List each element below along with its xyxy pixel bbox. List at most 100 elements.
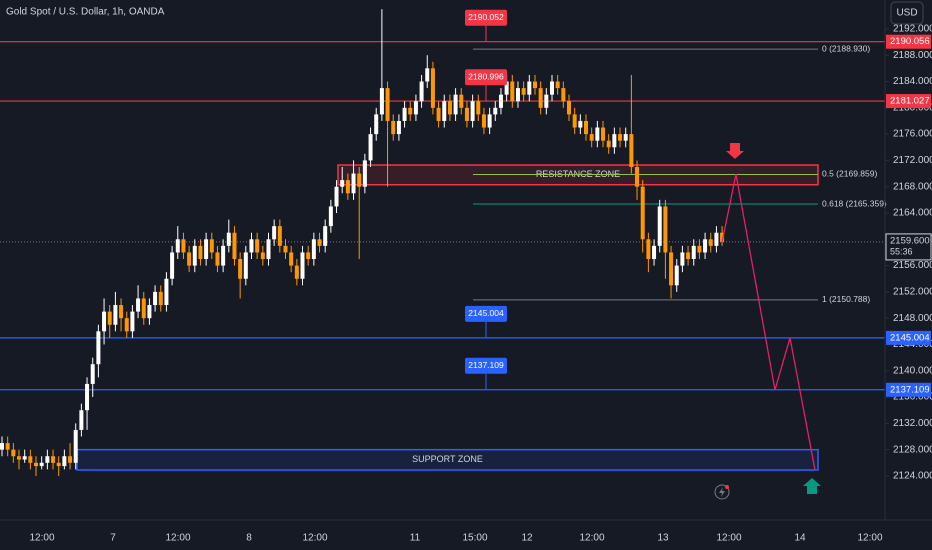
currency-label: USD — [896, 8, 917, 19]
callout-box — [465, 69, 507, 86]
candle-body — [311, 239, 316, 260]
up-arrow — [803, 478, 821, 494]
candle-body — [328, 206, 333, 227]
candle-body — [379, 88, 384, 115]
candle-body — [481, 114, 486, 128]
candle-body — [45, 456, 50, 463]
candle-body — [136, 298, 141, 312]
candle-body — [532, 81, 537, 89]
y-tick-label: 2184.000 — [893, 76, 932, 87]
candle-body — [22, 456, 27, 460]
countdown-label: 55:36 — [890, 246, 913, 256]
candle-body — [476, 101, 481, 115]
candle-body — [85, 383, 90, 411]
candle-body — [130, 311, 135, 332]
y-tick-label: 2164.000 — [893, 208, 932, 219]
candle-body — [34, 462, 39, 467]
x-tick-label: 12:00 — [579, 533, 604, 544]
candle-body — [697, 245, 702, 253]
candle-body — [453, 94, 458, 115]
candle-body — [249, 239, 254, 253]
candle-body — [447, 101, 452, 115]
candle-body — [708, 239, 713, 246]
candle-body — [209, 239, 214, 253]
candle-body — [635, 166, 640, 187]
candle-body — [396, 120, 401, 135]
fib-label: 0 (2188.930) — [822, 43, 870, 53]
candle-body — [368, 134, 373, 161]
y-tick-label: 2192.000 — [893, 24, 932, 35]
x-tick-label: 14 — [794, 533, 806, 544]
candle-body — [51, 456, 56, 463]
candle-body — [498, 94, 503, 108]
projection-path — [721, 174, 816, 471]
candle-body — [606, 140, 611, 148]
chart-title: Gold Spot / U.S. Dollar, 1h, OANDA — [6, 7, 165, 18]
candle-body — [56, 462, 61, 467]
y-tick-label: 2136.000 — [893, 392, 932, 403]
y-tick-label: 2168.000 — [893, 181, 932, 192]
x-tick-label: 12 — [521, 533, 533, 544]
candle-body — [323, 226, 328, 246]
candle-body — [5, 443, 10, 450]
candle-body — [124, 318, 129, 332]
candle-body — [652, 245, 657, 260]
candle-body — [17, 456, 22, 460]
candle-body — [294, 265, 299, 279]
candle-body — [277, 226, 282, 246]
price-badge-label: 2145.004 — [890, 332, 930, 343]
icon-bolt — [719, 487, 725, 497]
x-tick-label: 8 — [246, 533, 252, 544]
candle-body — [266, 239, 271, 260]
candle-body — [567, 101, 571, 115]
zone-label: SUPPORT ZONE — [412, 454, 483, 464]
fib-label: 0.618 (2165.359) — [822, 198, 887, 208]
x-tick-label: 7 — [110, 533, 116, 544]
candle-body — [306, 252, 311, 260]
candle-body — [663, 206, 668, 253]
candle-body — [470, 101, 475, 121]
candle-body — [521, 88, 526, 95]
candle-body — [96, 331, 101, 365]
lightning-icon[interactable] — [714, 484, 730, 500]
down-arrow — [726, 143, 744, 159]
price-badge-label: 2137.109 — [890, 384, 930, 395]
candle-body — [164, 278, 169, 306]
price-badge — [886, 94, 931, 109]
candle-body — [340, 180, 345, 187]
candle-body — [589, 134, 594, 141]
candle-body — [464, 107, 469, 121]
candle-body — [402, 107, 407, 121]
candle-body — [425, 68, 430, 82]
candle-body — [147, 305, 152, 319]
price-badge — [886, 330, 931, 345]
candle-body — [357, 173, 362, 187]
y-tick-label: 2172.000 — [893, 155, 932, 166]
candle-body — [720, 232, 725, 242]
candle-body — [493, 107, 498, 115]
candle-body — [243, 252, 248, 279]
candle-body — [11, 449, 16, 457]
y-tick-label: 2140.000 — [893, 365, 932, 376]
callout-label: 2190.052 — [468, 12, 504, 22]
candle-body — [612, 134, 617, 148]
candle-body — [170, 252, 175, 279]
y-tick-label: 2148.000 — [893, 313, 932, 324]
candle-body — [283, 245, 288, 253]
candle-body — [527, 81, 532, 95]
callout-label: 2137.109 — [468, 360, 504, 370]
candle-body — [158, 291, 163, 306]
candle-body — [436, 107, 441, 121]
callout-label: 2145.004 — [468, 308, 504, 318]
candle-body — [0, 443, 4, 450]
candle-body — [175, 239, 180, 253]
candle-body — [629, 134, 634, 167]
candle-body — [215, 252, 220, 266]
candle-body — [260, 252, 265, 260]
candle-body — [334, 186, 339, 207]
currency-button[interactable] — [890, 1, 924, 25]
candle-body — [544, 94, 549, 108]
candle-body — [28, 456, 33, 463]
